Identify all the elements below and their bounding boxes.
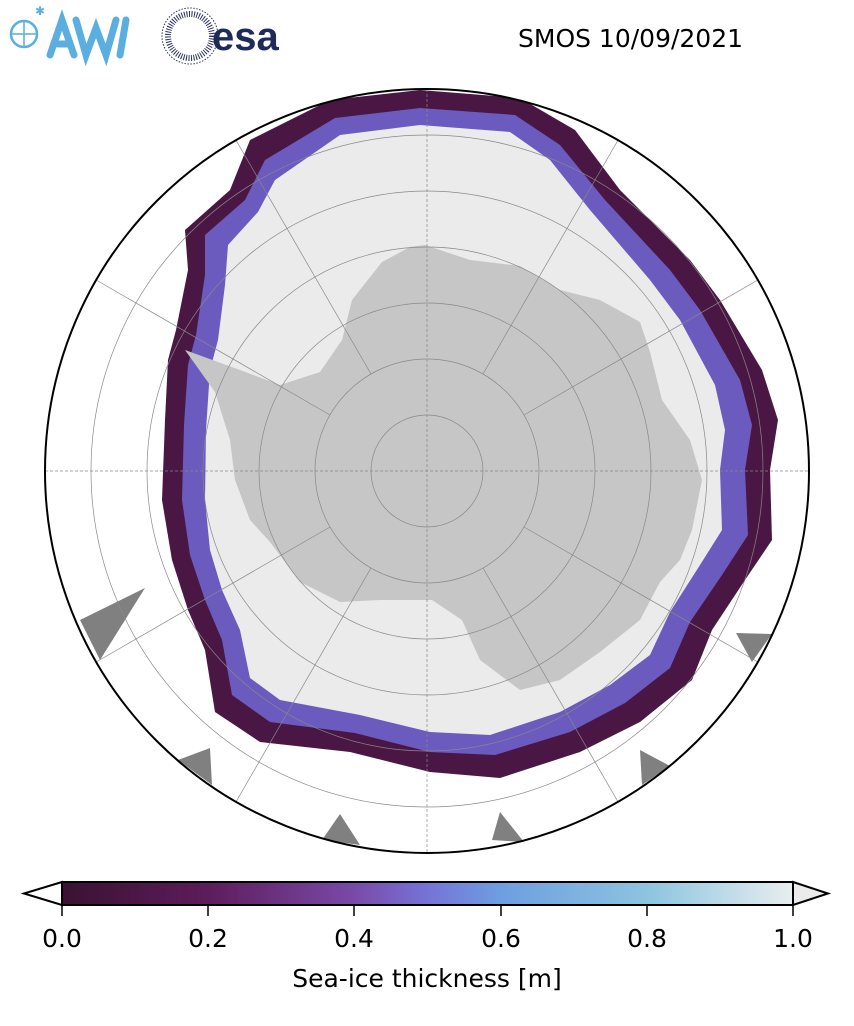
colorbar-label: Sea-ice thickness [m] — [292, 964, 562, 993]
colorbar-extend-max — [792, 880, 832, 907]
colorbar-tick-label: 0.0 — [42, 924, 82, 953]
colorbar-tick-label: 1.0 — [773, 924, 813, 953]
graticule — [45, 89, 809, 853]
meridian-line — [482, 567, 623, 809]
svg-text:esa: esa — [212, 15, 279, 59]
meridian-line — [523, 275, 765, 416]
meridian-line — [89, 275, 331, 416]
colorbar-tick-label: 0.6 — [481, 924, 521, 953]
colorbar-tick-label: 0.8 — [627, 924, 667, 953]
meridian-line — [89, 526, 331, 667]
antarctica-land — [185, 245, 702, 690]
other-land — [80, 588, 772, 845]
map-boundary — [44, 88, 810, 854]
meridian-line — [231, 567, 372, 809]
colorbar-tick-label: 0.4 — [334, 924, 374, 953]
esa-logo: esa — [161, 7, 279, 65]
map-title: SMOS 10/09/2021 — [518, 24, 744, 53]
awi-logo: ✱ — [9, 4, 130, 67]
colorbar-extend-min — [20, 880, 63, 907]
colorbar-ticks — [61, 905, 794, 916]
meridian-line — [482, 133, 623, 375]
colorbar-tick-label: 0.2 — [188, 924, 228, 953]
meridian-line — [231, 133, 372, 375]
polar-map[interactable] — [0, 0, 854, 870]
logos: ✱ esa — [9, 4, 279, 67]
meridian-line — [523, 526, 765, 667]
colorbar — [20, 880, 832, 916]
colorbar-gradient — [61, 881, 794, 906]
svg-text:✱: ✱ — [35, 4, 45, 18]
